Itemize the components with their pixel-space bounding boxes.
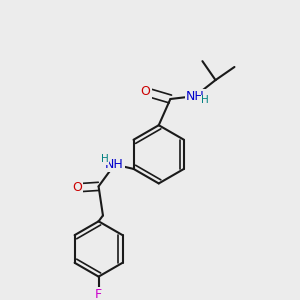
Text: F: F xyxy=(95,288,102,300)
Text: O: O xyxy=(141,85,151,98)
Text: H: H xyxy=(202,95,209,106)
Text: H: H xyxy=(100,154,108,164)
Text: O: O xyxy=(72,181,82,194)
Text: NH: NH xyxy=(105,158,124,171)
Text: NH: NH xyxy=(186,90,205,103)
